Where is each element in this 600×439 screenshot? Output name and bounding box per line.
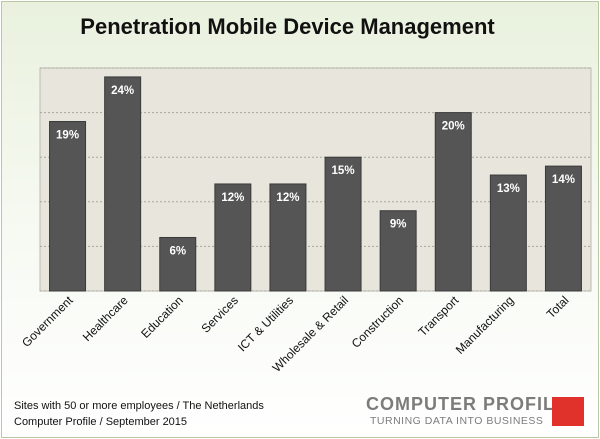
x-tick-label: ICT & Utilities — [235, 293, 296, 354]
data-label: 20% — [442, 121, 465, 133]
bar-ict-utilities — [269, 183, 307, 292]
data-label: 9% — [390, 219, 407, 231]
x-tick-label: Total — [544, 293, 572, 321]
bar-total — [544, 165, 582, 292]
x-tick-label: Construction — [349, 293, 407, 351]
data-label: 6% — [169, 245, 186, 257]
bar-education — [159, 236, 197, 292]
data-label: 12% — [221, 192, 244, 204]
x-axis-labels: Government Healthcare Education ServicesICT… — [19, 293, 571, 375]
footnote-line-2: Computer Profile / September 2015 — [14, 416, 188, 428]
bar-manufacturing — [489, 174, 527, 292]
data-label: 14% — [552, 174, 575, 186]
computer-profile-logo: COMPUTER PROFILE TURNING DATA INTO BUSIN… — [366, 394, 586, 430]
logo-red-square — [552, 397, 584, 426]
bar-healthcare — [104, 76, 142, 292]
bar-construction — [379, 210, 417, 292]
x-tick-label: Transport — [415, 293, 461, 339]
x-tick-label: Government — [19, 293, 76, 350]
logo-name: COMPUTER PROFILE — [366, 394, 569, 414]
bar-government — [49, 121, 87, 292]
data-label: 15% — [332, 165, 355, 177]
logo-tagline: TURNING DATA INTO BUSINESS — [370, 415, 544, 427]
x-tick-label: Manufacturing — [453, 293, 517, 357]
bar-services — [214, 183, 252, 292]
x-tick-label: Services — [199, 293, 241, 335]
data-labels: 19% 24% 6% 12% 12% 15% 9% 20% 13% 14% — [56, 85, 575, 258]
bar-wholesale-retail — [324, 156, 362, 292]
bars — [49, 76, 582, 292]
data-label: 13% — [497, 183, 520, 195]
x-tick-label: Education — [138, 293, 186, 341]
data-label: 12% — [276, 192, 299, 204]
footnote-line-1: Sites with 50 or more employees / The Ne… — [14, 400, 264, 412]
x-tick-label: Healthcare — [80, 293, 131, 344]
footnote: Sites with 50 or more employees / The Ne… — [14, 398, 264, 430]
bar-transport — [434, 112, 472, 292]
data-label: 24% — [111, 85, 134, 97]
chart-title: Penetration Mobile Device Management — [80, 14, 495, 39]
data-label: 19% — [56, 130, 79, 142]
